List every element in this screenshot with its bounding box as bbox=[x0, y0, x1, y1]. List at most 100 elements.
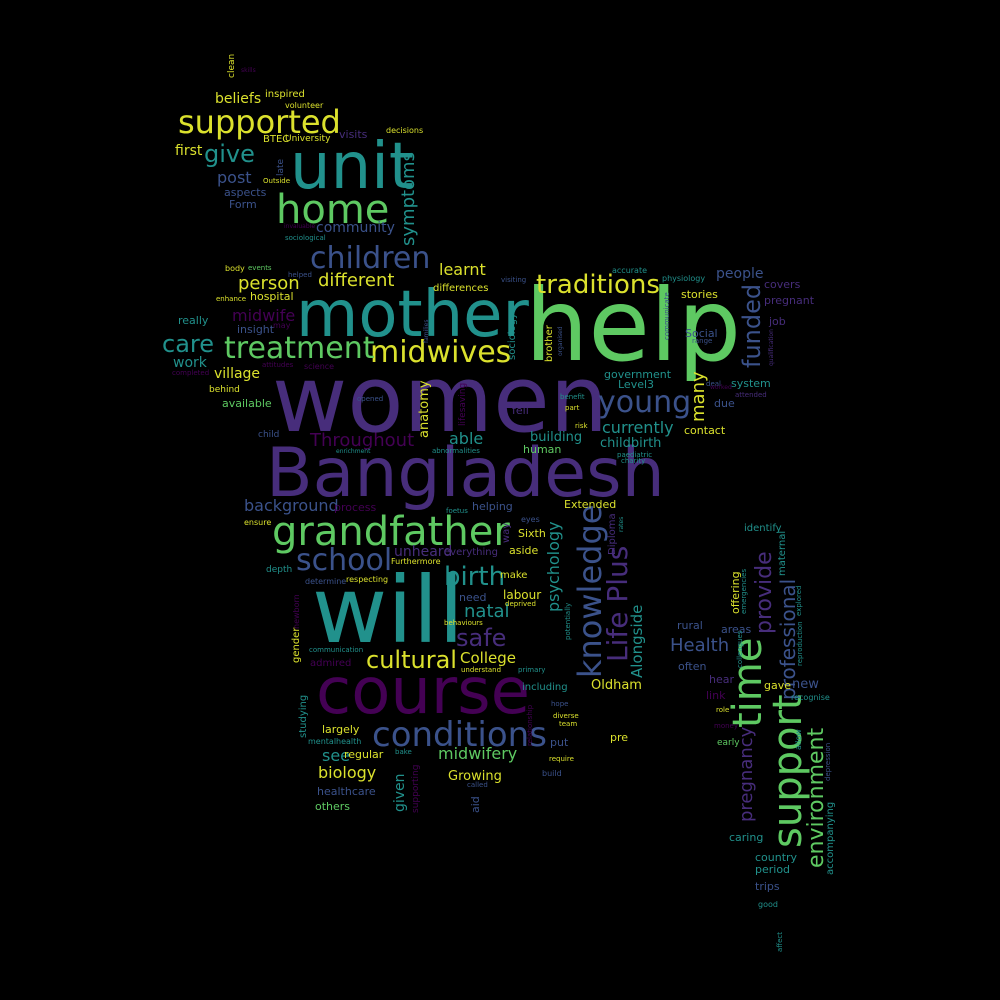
word: period bbox=[755, 863, 791, 876]
word: school bbox=[296, 543, 393, 578]
word: reproduction bbox=[796, 621, 804, 666]
word: maternal bbox=[777, 530, 788, 576]
word: admired bbox=[310, 658, 352, 669]
word: childbirth bbox=[600, 436, 662, 451]
word: Oldham bbox=[591, 678, 642, 693]
word: women bbox=[272, 346, 609, 453]
word: post bbox=[217, 168, 252, 187]
word: rural bbox=[677, 619, 703, 632]
word: potentially bbox=[564, 602, 572, 640]
word: build bbox=[542, 769, 562, 778]
word: College bbox=[460, 649, 516, 667]
word: health bbox=[336, 737, 362, 746]
word: person bbox=[238, 273, 300, 294]
word: risk bbox=[575, 422, 588, 430]
word: home bbox=[276, 187, 390, 233]
word: new bbox=[792, 677, 819, 692]
word: birth bbox=[444, 562, 506, 592]
word: deal bbox=[706, 380, 721, 388]
word: really bbox=[178, 314, 209, 327]
word: mother bbox=[296, 278, 529, 352]
word: determine bbox=[305, 577, 347, 586]
word: given bbox=[392, 773, 408, 812]
word: Growing bbox=[448, 769, 502, 784]
word: sociological bbox=[285, 234, 326, 242]
word: healthcare bbox=[317, 785, 376, 798]
word: contact bbox=[684, 424, 726, 437]
word: affect bbox=[776, 931, 784, 952]
word: diverse bbox=[553, 712, 579, 720]
word: symptoms bbox=[398, 152, 419, 246]
word: completed bbox=[172, 369, 210, 377]
word: identify bbox=[744, 523, 782, 534]
word: safe bbox=[456, 624, 507, 652]
word: Extended bbox=[564, 498, 617, 511]
word: often bbox=[678, 660, 707, 673]
word: midwifery bbox=[438, 744, 518, 763]
word: link bbox=[706, 689, 726, 702]
word: regular bbox=[344, 748, 384, 761]
word: due bbox=[714, 397, 735, 410]
word: course bbox=[316, 655, 530, 729]
word: early bbox=[717, 738, 740, 748]
word: visiting bbox=[501, 276, 527, 284]
word: role bbox=[716, 706, 730, 714]
word: accurate bbox=[612, 266, 648, 275]
word: brother bbox=[544, 325, 555, 362]
word: biology bbox=[318, 763, 377, 782]
word: Social bbox=[685, 327, 718, 340]
word: require bbox=[549, 755, 574, 763]
word: learnt bbox=[439, 260, 486, 279]
word: invaluable bbox=[284, 223, 316, 230]
word: midwives bbox=[370, 335, 512, 370]
word: differences bbox=[433, 283, 489, 294]
word: insight bbox=[237, 323, 275, 336]
word: Outside bbox=[263, 177, 291, 185]
word: different bbox=[318, 270, 395, 291]
word: organised bbox=[557, 326, 564, 356]
word: support bbox=[765, 694, 811, 848]
word: called bbox=[467, 781, 488, 789]
word: clean bbox=[227, 53, 237, 78]
word: supported bbox=[178, 103, 341, 141]
word: relationship bbox=[526, 704, 534, 746]
word: pregnancy bbox=[736, 726, 757, 822]
word: hope bbox=[551, 700, 569, 708]
word: conditions bbox=[372, 715, 547, 755]
word: qualification bbox=[768, 329, 775, 366]
word: mental bbox=[308, 737, 337, 746]
word: events bbox=[248, 264, 272, 272]
word: unheard bbox=[394, 544, 453, 560]
word: cultural bbox=[366, 646, 457, 674]
word: gender bbox=[291, 627, 302, 663]
word: deprived bbox=[505, 600, 536, 608]
word: need bbox=[459, 591, 487, 604]
word: BTEC bbox=[263, 134, 290, 145]
word: communicate bbox=[663, 292, 671, 340]
word: University bbox=[285, 134, 331, 144]
word: team bbox=[559, 720, 578, 728]
word: volunteer bbox=[285, 101, 324, 110]
word: help bbox=[525, 267, 742, 384]
word: behind bbox=[209, 385, 240, 395]
word: Diploma bbox=[607, 513, 618, 555]
word: give bbox=[204, 140, 255, 168]
word: inspired bbox=[265, 89, 305, 100]
word: psychology bbox=[544, 521, 563, 612]
word: see bbox=[322, 746, 351, 765]
word: government bbox=[604, 368, 672, 381]
word: respecting bbox=[346, 575, 389, 584]
word: Bangladesh bbox=[266, 434, 665, 513]
word: labour bbox=[503, 588, 542, 602]
word: attended bbox=[735, 391, 767, 399]
word: attitudes bbox=[262, 361, 294, 369]
word: way bbox=[501, 522, 512, 543]
word: village bbox=[214, 366, 261, 382]
word: others bbox=[315, 800, 351, 813]
word: explored bbox=[795, 585, 803, 616]
word: building bbox=[530, 430, 583, 445]
word: Alongside bbox=[628, 604, 646, 678]
word: skills bbox=[241, 67, 256, 74]
word: Sixth bbox=[518, 527, 546, 540]
word: hear bbox=[709, 673, 735, 686]
